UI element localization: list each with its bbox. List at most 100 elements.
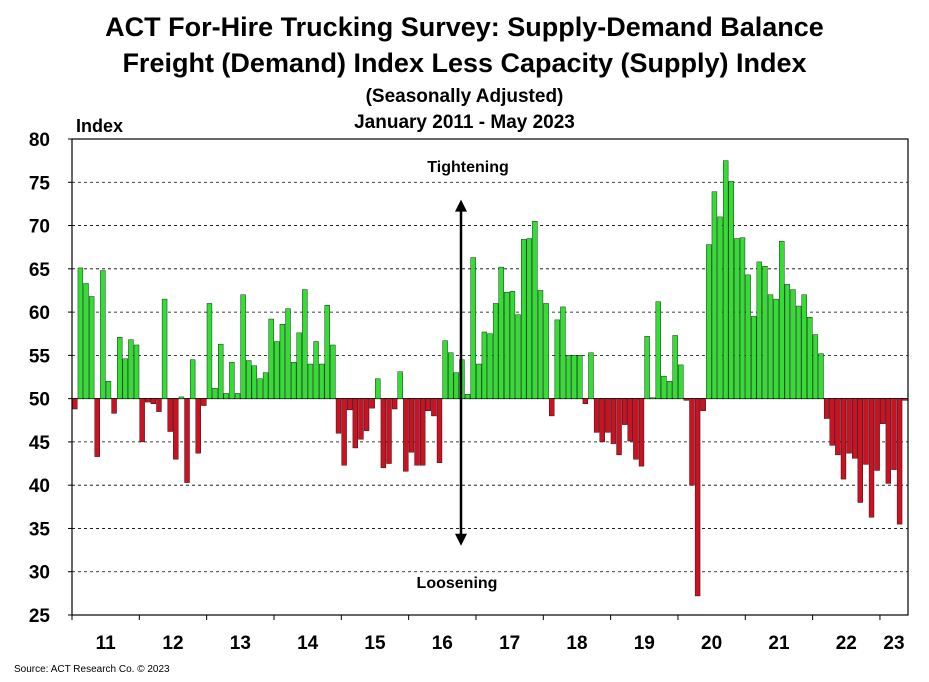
bar-month-5: [94, 398, 100, 457]
bar-month-135: [823, 398, 830, 419]
bar-month-55: [375, 378, 381, 399]
bar-month-56: [380, 398, 387, 469]
bar-month-100: [627, 398, 633, 442]
y-tick-label-55: 55: [29, 346, 51, 367]
x-tick-label-11: 11: [96, 633, 117, 654]
bar-month-93: [588, 352, 594, 399]
bar-month-34: [257, 378, 263, 399]
bar-month-44: [313, 341, 319, 399]
bar-month-39: [285, 308, 291, 399]
y-tick-label-65: 65: [29, 260, 51, 281]
bar-month-64: [425, 398, 431, 411]
bar-series: [72, 160, 908, 597]
bar-month-41: [296, 332, 302, 399]
bar-month-104: [650, 397, 656, 399]
x-tick-label-22: 22: [836, 633, 857, 654]
bar-month-63: [420, 398, 426, 466]
y-axis-label: Index: [76, 116, 123, 136]
bar-month-30: [234, 393, 241, 399]
bar-month-54: [369, 398, 375, 409]
bar-month-120: [739, 237, 746, 399]
bar-month-1: [72, 398, 78, 410]
bar-month-101: [633, 398, 639, 460]
x-tick-label-15: 15: [364, 633, 386, 654]
bar-month-52: [358, 398, 364, 440]
bar-month-124: [762, 266, 768, 399]
bar-month-53: [363, 398, 370, 431]
bar-month-94: [593, 398, 600, 433]
bar-month-77: [498, 266, 504, 399]
bar-month-148: [896, 398, 903, 525]
y-tick-label-40: 40: [29, 476, 50, 497]
chart-title-line-1: ACT For-Hire Trucking Survey: Supply-Dem…: [105, 12, 824, 42]
bar-month-96: [605, 398, 611, 433]
bar-month-137: [835, 398, 841, 456]
bar-month-16: [156, 398, 162, 412]
bar-month-112: [694, 398, 701, 597]
x-tick-label-18: 18: [566, 633, 587, 654]
bar-month-95: [599, 398, 605, 443]
bar-month-71: [464, 394, 471, 399]
bar-month-90: [571, 355, 577, 399]
bar-month-9: [117, 336, 123, 399]
bar-month-67: [442, 340, 448, 399]
bar-month-28: [223, 393, 229, 399]
y-tick-label-60: 60: [29, 303, 50, 324]
bar-month-66: [436, 398, 443, 463]
bar-month-62: [414, 398, 420, 466]
bar-month-107: [666, 381, 673, 399]
bar-month-142: [863, 398, 869, 465]
chart-subtitle-period: January 2011 - May 2023: [354, 112, 575, 133]
y-tick-label-35: 35: [29, 519, 51, 540]
bar-month-35: [262, 372, 269, 399]
bar-month-4: [88, 296, 95, 399]
bar-month-85: [543, 303, 549, 399]
bar-month-138: [840, 398, 847, 480]
x-tick-label-12: 12: [162, 633, 183, 654]
bar-month-146: [885, 398, 892, 484]
bar-month-140: [852, 398, 858, 459]
bar-month-3: [83, 283, 89, 399]
bar-month-83: [532, 221, 538, 399]
x-tick-label-20: 20: [701, 633, 722, 654]
x-tick-label-21: 21: [768, 633, 790, 654]
bar-month-12: [133, 344, 140, 399]
bar-month-88: [560, 306, 566, 399]
tightening-annotation: Tightening: [427, 159, 508, 176]
bar-month-50: [347, 398, 353, 411]
bar-month-147: [891, 398, 897, 470]
arrow-head-down: [455, 533, 467, 546]
bar-month-126: [773, 298, 779, 399]
bar-month-61: [408, 398, 415, 453]
x-tick-label-16: 16: [432, 633, 453, 654]
bar-month-121: [745, 274, 751, 399]
y-tick-label-30: 30: [29, 563, 50, 584]
bar-month-125: [767, 294, 774, 399]
bar-month-134: [818, 353, 824, 399]
y-tick-label-80: 80: [29, 130, 50, 151]
bar-month-14: [145, 398, 151, 403]
bar-month-131: [801, 294, 807, 399]
bar-month-79: [509, 291, 516, 399]
bar-month-73: [476, 363, 482, 399]
loosening-annotation: Loosening: [417, 575, 498, 592]
bar-month-123: [756, 261, 762, 399]
bar-month-141: [857, 398, 863, 503]
bar-month-45: [319, 363, 325, 399]
bar-month-102: [638, 398, 645, 467]
bar-month-31: [240, 294, 246, 399]
bar-month-65: [431, 398, 437, 417]
bar-month-113: [700, 398, 706, 411]
bar-month-119: [734, 238, 740, 399]
bar-month-127: [779, 240, 785, 399]
bar-month-103: [644, 336, 650, 399]
bar-month-87: [554, 319, 560, 399]
bar-month-111: [689, 398, 695, 486]
bar-month-15: [150, 398, 157, 405]
bar-month-21: [184, 398, 190, 483]
bar-month-98: [616, 398, 622, 456]
y-tick-label-25: 25: [29, 606, 51, 627]
x-tick-label-17: 17: [499, 633, 520, 654]
bar-month-24: [201, 398, 207, 406]
